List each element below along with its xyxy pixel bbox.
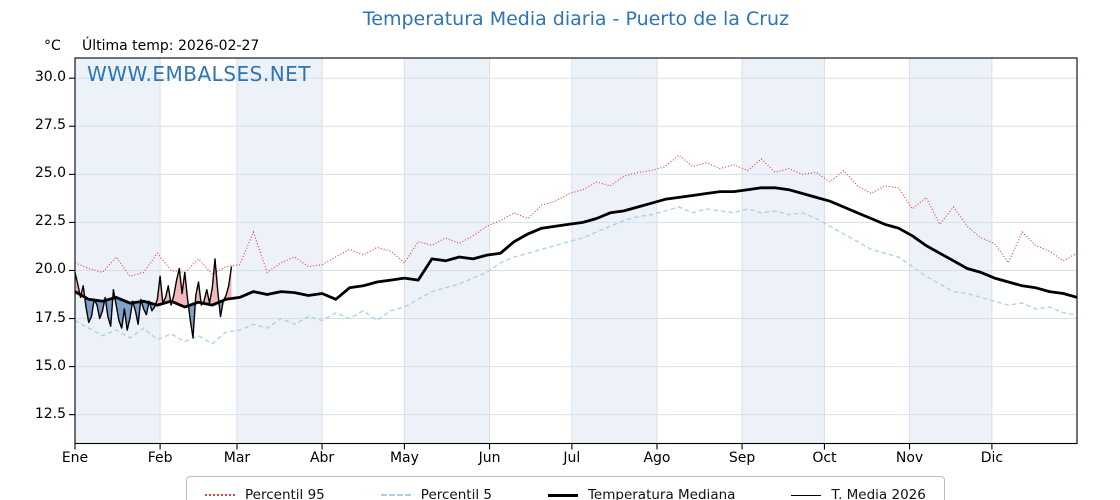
legend-label-temperatura-mediana: Temperatura Mediana xyxy=(587,487,736,500)
legend: Percentil 95 Percentil 5 Temperatura Med… xyxy=(186,476,945,500)
month-band xyxy=(404,58,490,444)
month-band xyxy=(322,58,405,444)
x-tick-label: Ene xyxy=(61,450,89,466)
x-tick-label: May xyxy=(389,450,419,466)
x-tick-label: Ago xyxy=(643,450,671,466)
page-title: Temperatura Media diaria - Puerto de la … xyxy=(362,8,790,30)
y-tick-label: 20.0 xyxy=(34,261,66,278)
fill-above-median xyxy=(202,258,219,306)
legend-label-t-media-2026: T. Media 2026 xyxy=(831,487,926,500)
legend-label-percentil-95: Percentil 95 xyxy=(245,487,325,500)
month-band xyxy=(75,58,161,444)
temperatura-mediana-line-marker xyxy=(547,493,578,497)
legend-item-temperatura-mediana: Temperatura Mediana xyxy=(547,487,736,500)
month-band xyxy=(991,58,1077,444)
month-band xyxy=(909,58,992,444)
y-tick-label: 25.0 xyxy=(34,165,66,182)
percentil-95-line-marker xyxy=(205,494,235,496)
percentil-95-line xyxy=(74,154,1078,277)
x-tick-label: Feb xyxy=(147,450,173,466)
y-tick-label: 27.5 xyxy=(34,117,66,134)
t-media-2026-line xyxy=(74,258,233,339)
x-tick-label: Jun xyxy=(478,450,501,466)
x-tick-label: Nov xyxy=(895,450,924,466)
x-tick-label: Sep xyxy=(728,450,756,466)
legend-item-percentil-95: Percentil 95 xyxy=(205,487,325,500)
y-tick-label: 12.5 xyxy=(34,405,66,422)
y-tick-label: 30.0 xyxy=(34,69,66,86)
month-band xyxy=(236,58,323,444)
x-tick-label: Dic xyxy=(980,450,1004,466)
last-temp-annotation: Última temp: 2026-02-27 xyxy=(82,38,260,54)
x-tick-label: Abr xyxy=(309,450,335,466)
fill-above-median xyxy=(223,266,232,301)
t-media-2026-line-marker xyxy=(791,494,822,496)
month-band xyxy=(571,58,657,444)
percentil-5-line-marker xyxy=(380,494,411,496)
y-tick-label: 15.0 xyxy=(34,357,66,374)
y-tick-label: 17.5 xyxy=(34,309,66,326)
temperatura-mediana-line xyxy=(74,186,1078,309)
y-tick-label: 22.5 xyxy=(34,213,66,230)
fill-above-median xyxy=(195,282,201,304)
month-band xyxy=(824,58,910,444)
plot-frame xyxy=(74,57,1078,445)
x-tick-label: Oct xyxy=(812,450,837,466)
watermark: WWW.EMBALSES.NET xyxy=(87,62,312,86)
legend-item-t-media-2026: T. Media 2026 xyxy=(791,487,926,500)
percentil-5-line xyxy=(74,206,1078,345)
x-tick-label: Mar xyxy=(223,450,251,466)
fill-below-median xyxy=(84,297,95,323)
month-band xyxy=(742,58,825,444)
legend-label-percentil-5: Percentil 5 xyxy=(420,487,492,500)
legend-item-percentil-5: Percentil 5 xyxy=(380,487,492,500)
y-axis-unit-label: °C xyxy=(44,38,61,54)
x-tick-label: Jul xyxy=(563,450,581,466)
month-band xyxy=(160,58,237,444)
month-band xyxy=(656,58,743,444)
